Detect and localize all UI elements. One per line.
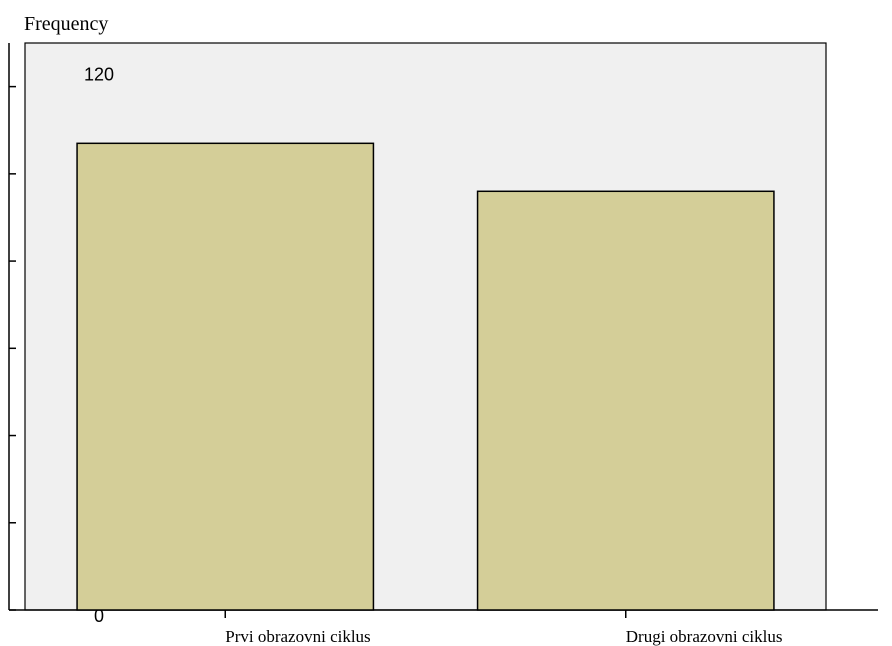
x-category-label: Drugi obrazovni ciklus bbox=[626, 627, 783, 646]
x-category-label: Prvi obrazovni ciklus bbox=[225, 627, 370, 646]
y-tick-label: 0 bbox=[94, 606, 104, 626]
bar-2 bbox=[476, 190, 775, 611]
y-axis-title: Frequency bbox=[24, 13, 108, 35]
y-tick-label: 120 bbox=[84, 65, 114, 85]
bar-1 bbox=[76, 142, 375, 611]
